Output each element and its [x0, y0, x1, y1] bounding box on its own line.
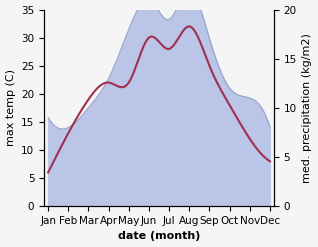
X-axis label: date (month): date (month): [118, 231, 200, 242]
Y-axis label: med. precipitation (kg/m2): med. precipitation (kg/m2): [302, 33, 313, 183]
Y-axis label: max temp (C): max temp (C): [5, 69, 16, 146]
